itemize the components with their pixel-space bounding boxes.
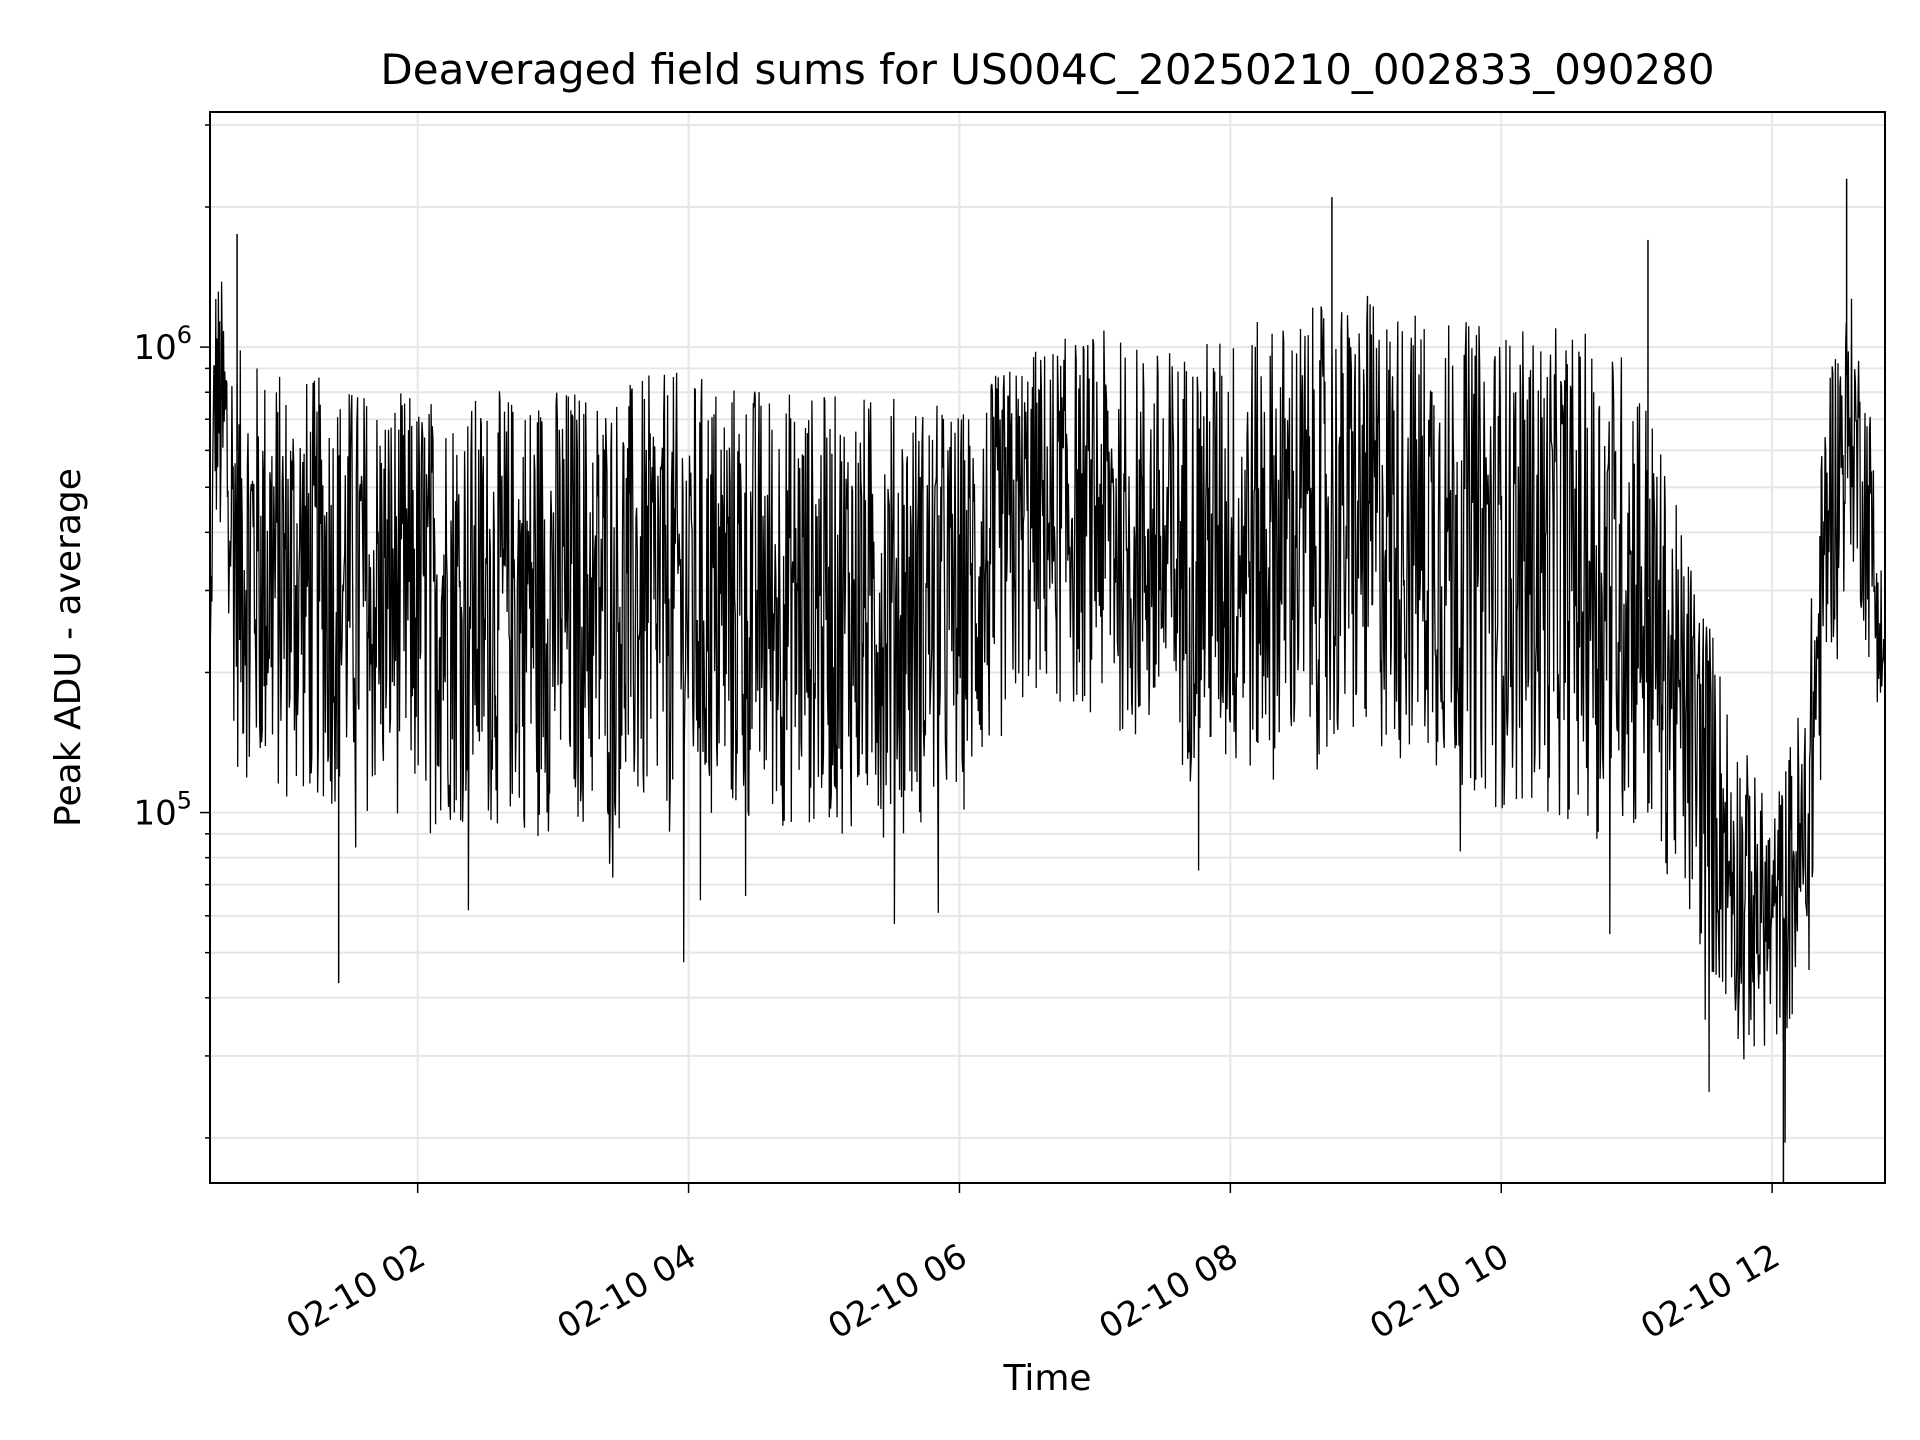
chart-title: Deaveraged field sums for US004C_2025021… (380, 45, 1714, 94)
data-layer (209, 178, 1886, 1183)
y-tick-label: 105 (133, 787, 192, 834)
x-axis-label: Time (1002, 1358, 1091, 1399)
y-tick-label: 106 (133, 321, 192, 368)
series-line (209, 281, 1886, 1143)
plot-frame (209, 111, 1886, 1184)
y-axis-label: Peak ADU - average (48, 468, 89, 827)
